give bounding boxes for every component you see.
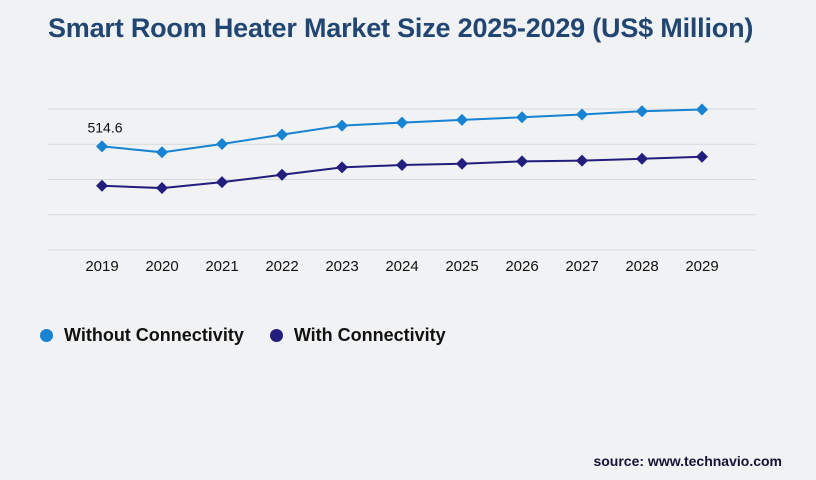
data-point-marker-without-connectivity [696, 103, 708, 116]
data-point-marker-without-connectivity [216, 138, 228, 151]
x-axis-label: 2019 [85, 258, 118, 275]
x-axis-label: 2025 [445, 258, 478, 275]
legend-label-with-connectivity: With Connectivity [293, 325, 446, 345]
x-axis-label: 2022 [265, 258, 298, 275]
legend-marker-without-connectivity-icon [40, 329, 53, 342]
source-text: source: www.technavio.com [593, 453, 782, 469]
data-point-marker-without-connectivity [276, 128, 288, 141]
line-chart: 514.6 2019 2020 2021 2022 2023 2024 2025 2026 202… [48, 103, 756, 275]
data-point-marker-with-connectivity [156, 182, 168, 195]
data-point-marker-without-connectivity [96, 140, 108, 153]
data-point-label: 514.6 [87, 119, 122, 135]
data-point-marker-with-connectivity [516, 155, 528, 168]
data-point-marker-with-connectivity [396, 158, 408, 171]
x-axis-label: 2029 [685, 258, 718, 275]
legend: Without Connectivity With Connectivity [40, 325, 446, 346]
chart-title: Smart Room Heater Market Size 2025-2029 … [48, 13, 754, 43]
legend-label-without-connectivity: Without Connectivity [64, 325, 244, 345]
x-axis-label: 2027 [565, 258, 598, 275]
x-axis-label: 2020 [145, 258, 178, 275]
data-point-marker-without-connectivity [516, 111, 528, 124]
data-point-marker-with-connectivity [456, 157, 468, 170]
data-point-marker-with-connectivity [216, 176, 228, 189]
data-point-marker-without-connectivity [636, 105, 648, 118]
data-point-marker-without-connectivity [336, 119, 348, 132]
x-axis-label: 2028 [625, 258, 658, 275]
x-axis-label: 2026 [505, 258, 538, 275]
series-line-without-connectivity [101, 108, 703, 154]
data-point-marker-without-connectivity [576, 108, 588, 121]
data-point-marker-with-connectivity [276, 168, 288, 181]
x-axis-label: 2023 [325, 258, 358, 275]
data-point-marker-with-connectivity [336, 161, 348, 174]
data-point-marker-with-connectivity [576, 154, 588, 167]
x-axis-label: 2024 [385, 258, 418, 275]
data-point-marker-without-connectivity [456, 113, 468, 126]
legend-item-with-connectivity: With Connectivity [269, 325, 446, 346]
legend-marker-with-connectivity-icon [269, 329, 283, 342]
data-point-marker-with-connectivity [696, 150, 708, 163]
data-point-marker-without-connectivity [156, 146, 168, 159]
x-axis-label: 2021 [205, 258, 238, 275]
data-point-marker-without-connectivity [396, 116, 408, 129]
legend-item-without-connectivity: Without Connectivity [40, 325, 244, 346]
data-point-marker-with-connectivity [636, 152, 648, 165]
data-point-marker-with-connectivity [96, 179, 108, 192]
